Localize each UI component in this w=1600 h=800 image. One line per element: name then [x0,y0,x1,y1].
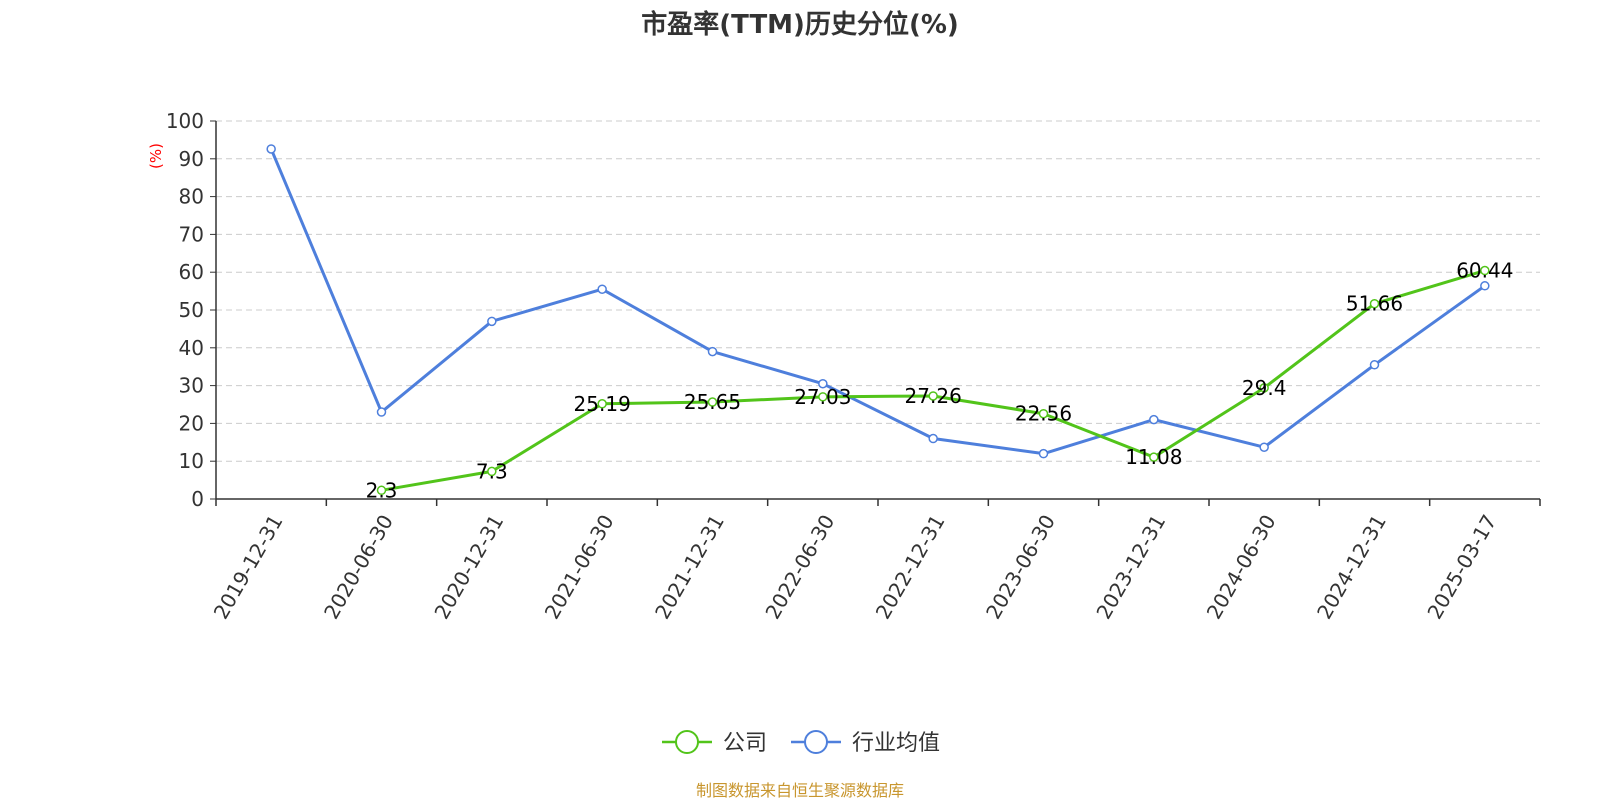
legend-marker [804,730,828,754]
data-point[interactable] [707,346,718,357]
data-point[interactable] [597,284,607,294]
data-point[interactable] [1480,265,1490,276]
legend-label: 公司 [723,731,767,756]
data-point[interactable] [1259,442,1269,452]
x-tick-label: 2024-12-31 [1312,511,1391,624]
data-point[interactable] [1038,448,1049,459]
x-tick-label: 2022-12-31 [871,511,950,624]
x-tick-label: 2020-12-31 [429,511,508,624]
y-tick-label: 50 [179,298,204,322]
grid-lines [216,120,1540,462]
data-point[interactable] [928,433,938,444]
legend-marker [675,730,699,754]
data-label: 60.44 [1456,259,1513,283]
x-tick-label: 2025-03-17 [1422,511,1501,624]
y-axis-label: (%) [147,143,165,169]
data-point[interactable] [1149,414,1159,425]
x-tick-label: 2021-12-31 [650,511,729,624]
y-tick-label: 40 [179,336,204,360]
x-tick-label: 2023-12-31 [1091,511,1170,624]
y-tick-label: 0 [191,487,204,511]
legend-item-0[interactable]: 公司 [662,730,767,756]
y-tick-label: 90 [179,147,204,171]
data-label: 25.65 [684,390,741,414]
data-label: 7.3 [476,459,508,483]
legend-label: 行业均值 [852,731,940,756]
data-point[interactable] [1369,298,1380,309]
x-tick-label: 2023-06-30 [981,511,1060,624]
data-label: 27.26 [905,384,962,408]
data-point[interactable] [266,144,276,154]
x-tick-label: 2021-06-30 [540,511,619,624]
data-point[interactable] [707,397,718,407]
x-tick-label: 2020-06-30 [319,511,398,624]
data-label: 11.08 [1125,445,1182,469]
x-tick-labels: 2019-12-31 2020-06-30 2020-12-31 2021-06-30… [209,499,1541,624]
data-point[interactable] [818,378,828,389]
data-point[interactable] [1149,452,1159,462]
series-line-0 [381,269,1486,492]
data-point[interactable] [487,466,497,477]
y-tick-label: 100 [166,109,204,133]
data-point[interactable] [1480,281,1490,291]
x-tick-label: 2022-06-30 [760,511,839,624]
data-point[interactable] [376,407,387,417]
x-tick-label: 2024-06-30 [1202,511,1281,624]
data-label: 22.56 [1015,402,1072,426]
data-label: 51.66 [1346,292,1403,316]
x-tick-label: 2019-12-31 [209,511,288,624]
data-labels-group: 2.3 7.3 25.19 25.65 27.03 27.26 22.56 11.08 29.4… [366,259,1514,503]
y-tick-label: 30 [179,374,204,398]
data-label: 27.03 [794,385,851,409]
y-tick-labels: 0 10 20 30 40 50 60 70 80 90 100 [166,109,216,511]
data-point[interactable] [818,392,828,402]
data-label: 29.4 [1242,376,1287,400]
data-label: 2.3 [366,478,398,502]
y-tick-label: 10 [179,449,204,473]
y-tick-label: 20 [179,411,204,435]
data-point[interactable] [376,485,387,496]
data-point[interactable] [1259,383,1269,393]
chart-title: 市盈率(TTM)历史分位(%) [641,9,959,40]
series-line-1 [269,148,1486,456]
y-tick-label: 80 [179,185,204,209]
legend-item-1[interactable]: 行业均值 [791,730,940,756]
data-label: 25.19 [574,392,631,416]
data-point[interactable] [1369,360,1380,370]
series-group [266,144,1490,496]
y-tick-label: 70 [179,222,204,246]
source-footer: 制图数据来自恒生聚源数据库 [696,781,904,800]
data-point[interactable] [928,391,938,401]
legend[interactable]: 公司 行业均值 [662,730,940,756]
data-point[interactable] [487,316,497,327]
data-point[interactable] [597,399,607,409]
data-point[interactable] [1038,408,1049,419]
y-tick-label: 60 [179,260,204,284]
